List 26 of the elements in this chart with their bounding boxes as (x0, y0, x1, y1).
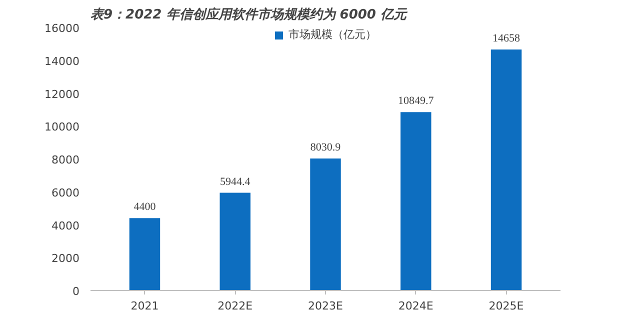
x-tick-label: 2022E (218, 300, 253, 312)
y-tick-label: 16000 (44, 22, 80, 35)
y-tick-label: 12000 (44, 88, 80, 101)
data-label: 10849.7 (398, 95, 434, 108)
bar (129, 218, 160, 290)
y-tick-label: 0 (72, 285, 80, 298)
bar (490, 50, 522, 290)
bar (220, 192, 250, 290)
data-label: 5944.4 (220, 176, 251, 188)
data-label: 4400 (134, 201, 156, 214)
legend-label: 市场规模（亿元） (288, 27, 376, 42)
x-tick-label: 2025E (488, 300, 524, 312)
data-label: 8030.9 (310, 141, 342, 154)
x-tick-label: 2024E (398, 300, 434, 312)
y-tick-label: 4000 (52, 219, 80, 232)
y-tick-label: 8000 (52, 154, 80, 166)
y-tick-label: 6000 (52, 186, 80, 200)
chart-title: 表9：2022 年信创应用软件市场规模约为 6000 亿元 (90, 6, 408, 22)
y-tick-label: 10000 (44, 120, 80, 134)
x-tick-label: 2021 (130, 300, 159, 312)
x-tick-label: 2023E (308, 300, 344, 312)
bar (400, 112, 432, 290)
bar (310, 158, 341, 290)
y-tick-label: 2000 (52, 252, 80, 266)
data-label: 14658 (492, 32, 521, 45)
y-tick-label: 14000 (44, 54, 80, 68)
